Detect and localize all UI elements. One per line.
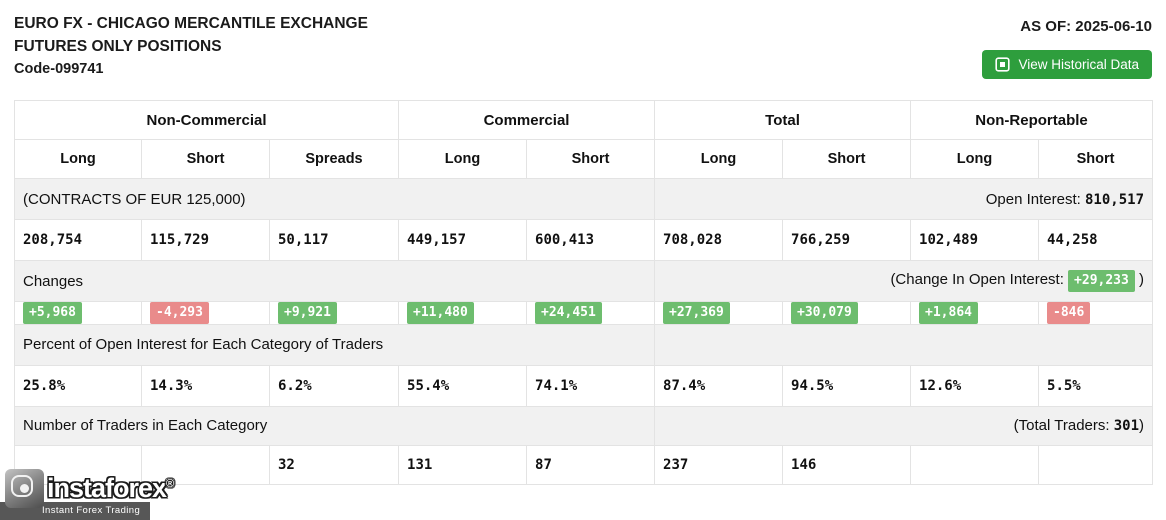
change-badge: +5,968 — [23, 302, 82, 324]
column-header-row: Long Short Spreads Long Short Long Short… — [14, 139, 1154, 179]
percent-cell: 14.3% — [141, 364, 270, 407]
group-commercial: Commercial — [398, 100, 656, 140]
traders-label: Number of Traders in Each Category — [13, 405, 656, 446]
col-comm-short: Short — [526, 139, 656, 179]
percent-cell: 25.8% — [14, 364, 142, 407]
watermark-brand: instaforex® — [47, 473, 175, 503]
position-cell: 50,117 — [268, 219, 400, 261]
change-badge: +24,451 — [535, 302, 602, 324]
instaforex-watermark: instaforex® Instant Forex Trading — [0, 469, 230, 520]
change-cell: -846 — [1038, 301, 1154, 325]
report-title-line2: FUTURES ONLY POSITIONS — [14, 38, 222, 55]
change-badge: -4,293 — [150, 302, 209, 324]
percent-cell: 12.6% — [910, 364, 1040, 407]
report-code: Code-099741 — [14, 61, 104, 77]
view-historical-data-label: View Historical Data — [1018, 57, 1139, 72]
cot-table: Non-Commercial Commercial Total Non-Repo… — [13, 100, 1154, 485]
position-cell: 102,489 — [910, 219, 1040, 261]
position-cell: 708,028 — [654, 219, 784, 261]
percent-band-row: Percent of Open Interest for Each Catego… — [13, 323, 1154, 366]
change-cell: +30,079 — [782, 301, 912, 325]
group-header-row: Non-Commercial Commercial Total Non-Repo… — [13, 100, 1154, 140]
change-badge: +1,864 — [919, 302, 978, 324]
positions-row: 208,754 115,729 50,117 449,157 600,413 7… — [14, 219, 1154, 261]
change-oi-badge: +29,233 — [1068, 270, 1135, 292]
contracts-label: (CONTRACTS OF EUR 125,000) — [13, 178, 656, 220]
report-header: EURO FX - CHICAGO MERCANTILE EXCHANGE FU… — [14, 12, 368, 80]
open-interest-label: Open Interest: — [985, 190, 1085, 208]
traders-cell — [1038, 444, 1154, 485]
percent-cell: 87.4% — [654, 364, 784, 407]
position-cell: 600,413 — [526, 219, 656, 261]
change-in-open-interest: (Change In Open Interest: +29,233 ) — [654, 260, 1154, 302]
total-traders-prefix: (Total Traders: — [1013, 417, 1114, 435]
percent-cell: 94.5% — [782, 364, 912, 407]
change-cell: +11,480 — [398, 301, 528, 325]
position-cell: 766,259 — [782, 219, 912, 261]
percent-cell: 74.1% — [526, 364, 656, 407]
contracts-band-row: (CONTRACTS OF EUR 125,000) Open Interest… — [13, 178, 1154, 220]
percent-cell: 6.2% — [268, 364, 400, 407]
position-cell: 208,754 — [14, 219, 142, 261]
traders-cell: 131 — [398, 444, 528, 485]
percent-cell: 5.5% — [1038, 364, 1154, 407]
col-comm-long: Long — [398, 139, 528, 179]
percents-row: 25.8% 14.3% 6.2% 55.4% 74.1% 87.4% 94.5%… — [14, 364, 1154, 407]
col-total-long: Long — [654, 139, 784, 179]
total-traders: (Total Traders: 301) — [654, 405, 1154, 446]
group-non-reportable: Non-Reportable — [910, 100, 1154, 140]
change-oi-suffix: ) — [1134, 271, 1145, 289]
percent-cell: 55.4% — [398, 364, 528, 407]
change-oi-prefix: (Change In Open Interest: — [890, 271, 1069, 289]
traders-cell: 146 — [782, 444, 912, 485]
group-total: Total — [654, 100, 912, 140]
change-cell: +1,864 — [910, 301, 1040, 325]
total-traders-value: 301 — [1113, 418, 1140, 435]
change-cell: +24,451 — [526, 301, 656, 325]
total-traders-suffix: ) — [1139, 417, 1145, 435]
col-nr-short: Short — [1038, 139, 1154, 179]
change-badge: -846 — [1047, 302, 1091, 324]
instaforex-logo-icon — [5, 469, 44, 508]
percent-band-empty — [654, 323, 1154, 366]
changes-row: +5,968 -4,293 +9,921 +11,480 +24,451 +27… — [14, 301, 1154, 325]
traders-cell — [910, 444, 1040, 485]
col-nr-long: Long — [910, 139, 1040, 179]
changes-band-row: Changes (Change In Open Interest: +29,23… — [13, 260, 1154, 302]
report-title-line1: EURO FX - CHICAGO MERCANTILE EXCHANGE — [14, 15, 368, 32]
col-nc-short: Short — [141, 139, 270, 179]
view-historical-data-button[interactable]: View Historical Data — [982, 50, 1152, 79]
traders-cell: 32 — [268, 444, 400, 485]
open-interest-value: 810,517 — [1085, 191, 1145, 208]
change-cell: +5,968 — [14, 301, 142, 325]
monitor-icon — [995, 57, 1011, 72]
col-total-short: Short — [782, 139, 912, 179]
change-badge: +11,480 — [407, 302, 474, 324]
group-non-commercial: Non-Commercial — [13, 100, 400, 140]
open-interest: Open Interest: 810,517 — [654, 178, 1154, 220]
change-badge: +9,921 — [278, 302, 337, 324]
as-of-date: AS OF: 2025-06-10 — [1020, 18, 1152, 35]
col-nc-long: Long — [14, 139, 142, 179]
position-cell: 115,729 — [141, 219, 270, 261]
position-cell: 44,258 — [1038, 219, 1154, 261]
change-cell: +9,921 — [268, 301, 400, 325]
col-nc-spreads: Spreads — [268, 139, 400, 179]
changes-label: Changes — [13, 260, 656, 302]
change-cell: -4,293 — [141, 301, 270, 325]
traders-row: 32 131 87 237 146 — [14, 444, 1154, 485]
percent-label: Percent of Open Interest for Each Catego… — [13, 323, 656, 366]
traders-cell — [141, 444, 270, 485]
traders-cell: 87 — [526, 444, 656, 485]
traders-band-row: Number of Traders in Each Category (Tota… — [13, 405, 1154, 446]
change-badge: +27,369 — [663, 302, 730, 324]
traders-cell: 237 — [654, 444, 784, 485]
position-cell: 449,157 — [398, 219, 528, 261]
change-badge: +30,079 — [791, 302, 858, 324]
change-cell: +27,369 — [654, 301, 784, 325]
registered-mark: ® — [166, 478, 175, 490]
